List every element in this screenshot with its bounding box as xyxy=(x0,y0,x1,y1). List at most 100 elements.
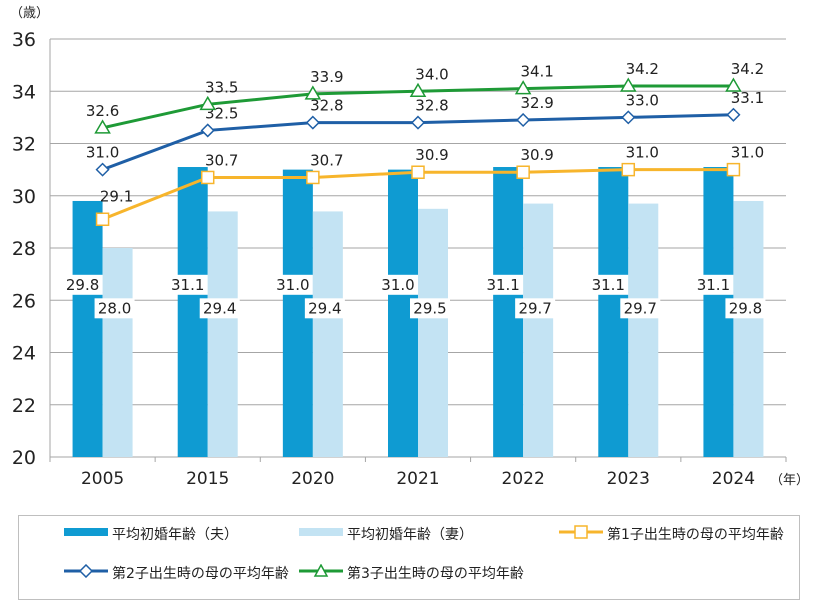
data-label-bg xyxy=(483,274,524,295)
data-label: 29.8 xyxy=(729,299,762,317)
bar xyxy=(102,248,133,457)
data-label-bg xyxy=(693,274,734,295)
marker-square xyxy=(411,165,425,179)
data-label: 30.7 xyxy=(310,151,343,169)
x-tick-label: 2024 xyxy=(712,469,755,489)
legend-symbol xyxy=(64,563,108,582)
data-label: 32.8 xyxy=(310,97,343,115)
data-label: 33.0 xyxy=(626,91,659,109)
data-label: 31.1 xyxy=(171,276,204,294)
marker-triangle xyxy=(199,95,217,111)
y-tick-label: 36 xyxy=(12,29,36,51)
data-label-bg xyxy=(515,298,556,319)
data-label: 30.9 xyxy=(520,146,553,164)
data-label: 29.1 xyxy=(100,187,133,205)
bar xyxy=(523,203,554,457)
marker-triangle xyxy=(409,82,427,97)
data-label: 34.0 xyxy=(415,65,448,83)
data-label-bg xyxy=(378,274,418,295)
y-tick-label: 26 xyxy=(12,290,36,312)
y-tick-label: 24 xyxy=(12,343,36,365)
data-label: 31.0 xyxy=(731,144,764,162)
legend-label: 平均初婚年齢（夫） xyxy=(112,527,238,543)
marker-diamond xyxy=(95,162,110,177)
data-label-bg xyxy=(620,298,661,319)
marker-diamond xyxy=(621,110,636,125)
x-tick-label: 2022 xyxy=(502,469,545,489)
marker-triangle xyxy=(619,77,637,92)
legend-item: 第3子出生時の母の平均年齢 xyxy=(299,563,524,583)
x-tick-label: 2015 xyxy=(186,469,229,489)
y-unit-label: （歳） xyxy=(10,6,49,21)
marker-square xyxy=(726,162,741,177)
marker-square xyxy=(621,162,636,177)
data-label: 29.4 xyxy=(203,299,236,317)
data-label-bg xyxy=(272,274,313,295)
data-label: 31.1 xyxy=(486,276,519,294)
data-label: 30.9 xyxy=(415,146,448,164)
data-label: 34.1 xyxy=(520,63,553,81)
data-label: 33.1 xyxy=(731,89,764,107)
legend-symbol xyxy=(64,525,108,543)
legend-symbol xyxy=(299,563,343,582)
data-label: 34.2 xyxy=(626,60,659,78)
marker-square xyxy=(516,165,530,179)
data-label: 31.1 xyxy=(592,276,625,294)
legend-label: 第3子出生時の母の平均年齢 xyxy=(347,566,524,582)
data-label-bg xyxy=(588,274,629,295)
legend: 平均初婚年齢（夫） 平均初婚年齢（妻） 第1子出生時の母の平均年齢第2子出生時の母の… xyxy=(18,515,800,600)
data-label: 33.9 xyxy=(310,68,343,86)
data-label: 32.9 xyxy=(520,94,553,112)
x-tick-label: 2020 xyxy=(291,469,334,489)
bar xyxy=(207,211,238,457)
x-tick-label: 2005 xyxy=(81,469,124,489)
data-label: 28.0 xyxy=(98,299,131,317)
data-label: 31.0 xyxy=(381,276,414,294)
data-label: 29.7 xyxy=(624,299,657,317)
bar xyxy=(418,208,448,457)
y-tick-label: 22 xyxy=(12,395,36,417)
legend-symbol xyxy=(299,525,343,543)
marker-triangle xyxy=(94,119,111,134)
data-label: 29.4 xyxy=(308,299,341,317)
data-label: 31.0 xyxy=(276,276,309,294)
bar xyxy=(628,203,659,457)
marker-diamond xyxy=(726,107,741,122)
data-label-bg xyxy=(94,298,135,319)
data-label: 30.7 xyxy=(205,151,238,169)
x-unit-label: （年） xyxy=(770,473,809,488)
legend-label: 第1子出生時の母の平均年齢 xyxy=(607,527,784,543)
data-label-bg xyxy=(410,298,450,319)
legend-label: 第2子出生時の母の平均年齢 xyxy=(112,566,289,582)
data-label: 31.0 xyxy=(626,144,659,162)
data-label: 33.5 xyxy=(205,78,238,96)
marker-diamond xyxy=(410,115,426,130)
bar xyxy=(312,211,343,457)
data-label: 31.1 xyxy=(697,276,730,294)
y-tick-label: 28 xyxy=(12,238,36,260)
legend-item: 平均初婚年齢（妻） xyxy=(299,524,473,544)
legend-item: 第2子出生時の母の平均年齢 xyxy=(64,563,289,583)
legend-item: 平均初婚年齢（夫） xyxy=(64,524,238,544)
marker-square xyxy=(200,170,215,185)
data-label-bg xyxy=(199,298,240,319)
marker-diamond xyxy=(516,112,531,128)
marker-square xyxy=(306,170,320,185)
marker-diamond xyxy=(305,115,320,130)
marker-square xyxy=(95,212,110,227)
legend-label: 平均初婚年齢（妻） xyxy=(347,527,473,543)
data-label: 34.2 xyxy=(731,60,764,78)
data-label: 32.6 xyxy=(86,102,119,120)
y-tick-label: 34 xyxy=(12,81,36,103)
data-label: 29.8 xyxy=(66,276,99,294)
data-label: 32.8 xyxy=(415,97,448,115)
data-label-bg xyxy=(62,274,103,295)
x-tick-label: 2021 xyxy=(396,469,439,489)
legend-symbol xyxy=(559,525,603,543)
y-tick-label: 32 xyxy=(12,134,36,156)
marker-diamond xyxy=(200,123,215,138)
data-label-bg xyxy=(725,298,766,319)
data-label-bg xyxy=(304,298,345,319)
data-label-bg xyxy=(167,274,208,295)
